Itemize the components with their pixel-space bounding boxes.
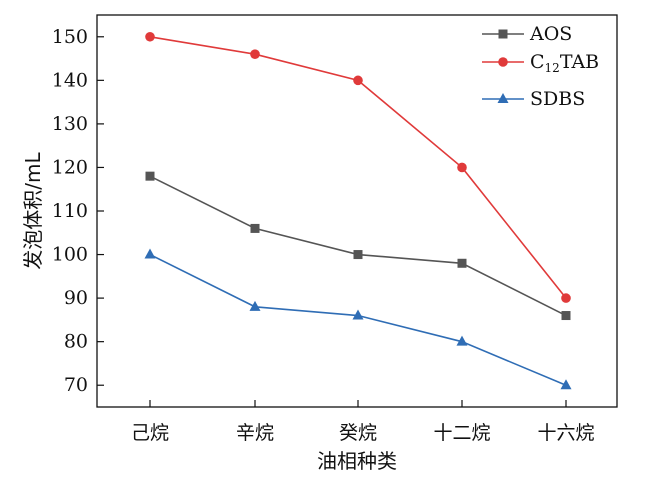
x-tick-label: 十六烷 [537, 422, 594, 444]
data-point-aos [457, 258, 467, 268]
series-aos [145, 171, 571, 321]
data-point-c12tab [250, 49, 260, 59]
legend-item-aos: AOS [482, 23, 572, 45]
legend-label-c12tab: C12TAB [530, 51, 599, 75]
legend-marker-c12tab [498, 57, 508, 67]
y-tick-label: 70 [64, 374, 88, 396]
y-tick-label: 80 [64, 331, 88, 353]
legend-item-sdbs: SDBS [482, 88, 585, 110]
y-tick-label: 110 [52, 200, 88, 222]
y-axis: 70 80 90 100 110 120 130 140 150 [52, 26, 104, 396]
legend-label-sdbs: SDBS [530, 88, 585, 110]
legend-label-rest: TAB [560, 51, 599, 73]
y-tick-label: 100 [52, 244, 88, 266]
data-point-sdbs [456, 335, 468, 346]
x-tick-label: 辛烷 [236, 422, 274, 444]
plot-frame [96, 14, 618, 408]
data-point-aos [250, 223, 260, 233]
x-tick-label: 己烷 [131, 422, 169, 444]
series-sdbs [144, 248, 572, 390]
legend-label-main: SDBS [530, 88, 585, 110]
x-axis-title: 油相种类 [317, 449, 397, 473]
x-axis: 己烷 辛烷 癸烷 十二烷 十六烷 [131, 400, 595, 444]
x-tick-label: 十二烷 [433, 422, 490, 444]
series-line-sdbs [149, 253, 567, 386]
legend-marker-aos [498, 29, 508, 39]
y-axis-title: 发泡体积/mL [21, 151, 45, 269]
data-point-sdbs [560, 379, 572, 390]
y-tick-label: 150 [52, 26, 88, 48]
legend-label-aos: AOS [529, 23, 572, 45]
y-tick-label: 140 [52, 69, 88, 91]
data-point-c12tab [353, 75, 363, 86]
data-point-sdbs [144, 248, 156, 259]
x-tick-label: 癸烷 [339, 422, 377, 444]
legend-item-c12tab: C12TAB [482, 51, 599, 75]
y-tick-label: 120 [52, 156, 88, 178]
legend-marker-sdbs [497, 93, 509, 103]
data-point-aos [353, 250, 363, 260]
data-point-sdbs [352, 309, 364, 320]
data-point-c12tab [561, 293, 571, 303]
legend: AOS C12TAB SDBS [482, 23, 599, 110]
legend-label-subscript: 12 [545, 61, 560, 75]
series-layer [144, 31, 572, 390]
legend-label-main: C [530, 51, 545, 73]
data-point-c12tab [457, 162, 467, 173]
legend-label-main: AOS [529, 23, 572, 45]
data-point-sdbs [249, 300, 261, 311]
data-point-aos [561, 311, 571, 321]
series-c12tab [145, 31, 571, 303]
data-point-aos [145, 171, 155, 181]
y-tick-label: 130 [52, 113, 88, 135]
series-line-aos [149, 175, 567, 317]
data-point-c12tab [145, 31, 155, 42]
y-tick-label: 90 [64, 287, 88, 309]
